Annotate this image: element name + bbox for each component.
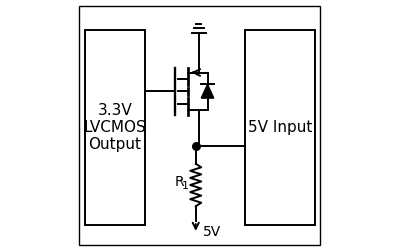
- Text: R: R: [175, 176, 184, 190]
- Text: 5V: 5V: [203, 226, 222, 239]
- FancyBboxPatch shape: [245, 30, 315, 225]
- FancyBboxPatch shape: [79, 6, 320, 245]
- Text: 3.3V
LVCMOS
Output: 3.3V LVCMOS Output: [84, 102, 146, 152]
- Text: 1: 1: [182, 181, 189, 191]
- Polygon shape: [201, 84, 214, 98]
- Text: 5V Input: 5V Input: [248, 120, 312, 135]
- FancyBboxPatch shape: [85, 30, 145, 225]
